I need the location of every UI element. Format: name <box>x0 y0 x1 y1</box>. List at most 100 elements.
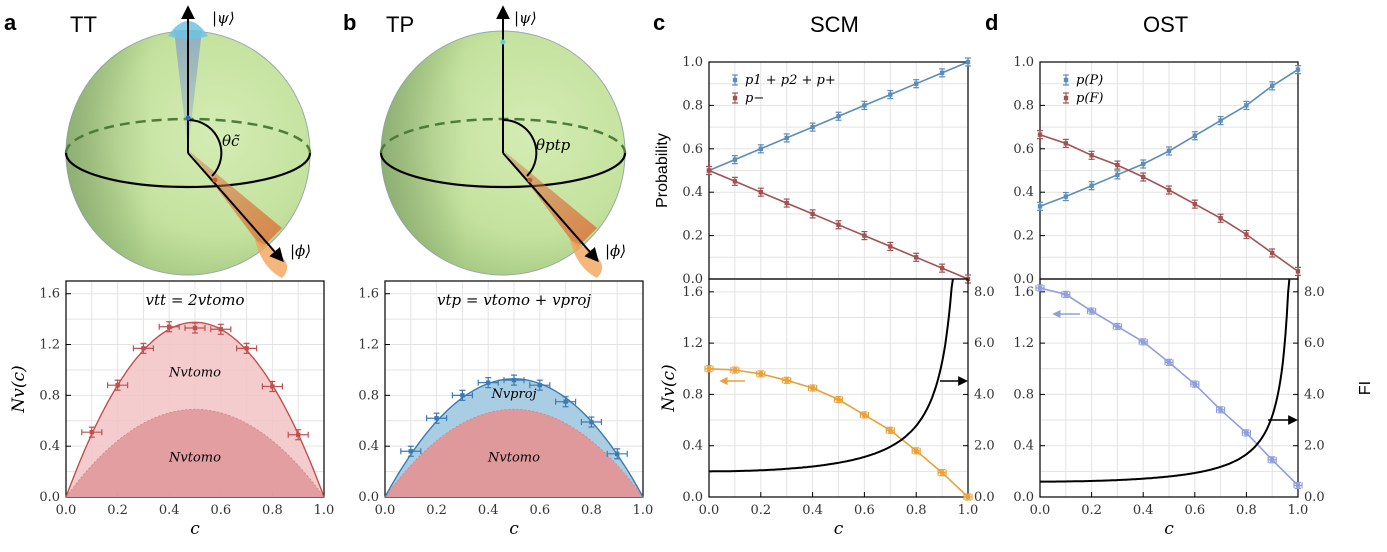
data-point <box>1192 381 1197 387</box>
data-point <box>1063 141 1068 146</box>
legend-label-a: p1 + p2 + p+ <box>745 73 836 88</box>
data-point <box>1166 148 1172 154</box>
y-tick-label: 0.0 <box>39 490 60 505</box>
data-point <box>836 114 841 119</box>
x-tick-label: 0.4 <box>1133 503 1154 518</box>
x-tick-label: 0.0 <box>1030 503 1051 518</box>
data-point <box>810 211 815 217</box>
y-tick-label: 0.0 <box>682 272 703 287</box>
data-point <box>1089 308 1094 314</box>
data-point <box>1218 407 1223 412</box>
data-point <box>434 416 439 421</box>
fisher-info-curve <box>1040 278 1291 483</box>
data-point <box>408 449 413 454</box>
ket-psi-label: |ψ⟩ <box>514 9 537 27</box>
x-tick-label: 0.0 <box>375 503 396 518</box>
y-tick-label: 1.6 <box>682 285 703 300</box>
y-tick-label: 0.8 <box>682 98 703 113</box>
panel-letter-a: a <box>4 10 17 35</box>
data-point <box>758 146 763 151</box>
data-point <box>115 382 120 388</box>
data-point <box>939 265 945 271</box>
fisher-info-curve <box>709 278 954 473</box>
y-tick-label: 1.2 <box>39 338 60 353</box>
data-point <box>914 81 919 86</box>
y-tick-label: 1.2 <box>682 336 703 351</box>
x-tick-label: 0.4 <box>802 503 823 518</box>
data-point <box>1192 201 1197 207</box>
x-tick-label: 1.0 <box>314 503 335 518</box>
phi-vector <box>502 152 599 263</box>
data-point <box>758 190 763 195</box>
y2-axis-label: FI <box>1357 381 1374 395</box>
panel-title-d: OST <box>1143 12 1188 37</box>
data-point <box>1037 132 1043 137</box>
panel-letter-d: d <box>985 10 998 35</box>
x-axis-label: c <box>834 519 844 539</box>
bloch-sphere-b: |ψ⟩ |ϕ⟩ θptp <box>379 5 627 278</box>
angle-arc <box>187 118 223 177</box>
data-point <box>1244 103 1249 108</box>
total-curve <box>65 321 325 498</box>
x-tick-label: 0.6 <box>210 503 231 518</box>
x-tick-label: 0.6 <box>529 503 550 518</box>
data-point <box>939 470 945 475</box>
data-point <box>810 124 815 130</box>
data-point <box>1063 292 1068 297</box>
data-point <box>589 419 594 425</box>
data-point <box>862 103 867 108</box>
data-point <box>1037 285 1043 291</box>
data-point <box>706 366 712 371</box>
data-point <box>511 377 517 383</box>
x-tick-label: 0.8 <box>262 503 283 518</box>
panel-letter-b: b <box>343 10 356 35</box>
data-point <box>732 179 738 184</box>
data-point <box>1141 174 1146 180</box>
data-point <box>888 244 893 249</box>
legend-marker-a <box>732 77 738 83</box>
chart-title: vtp = vtomo + vproj <box>437 291 591 309</box>
chart-c-top: 0.0 0.2 0.4 0.6 0.8 1.0 p1 + p2 + p+ p− Probabil… <box>654 55 971 287</box>
area-label-upper: Nvtomo <box>168 365 221 380</box>
y-tick-label: 1.6 <box>39 287 60 302</box>
data-point <box>888 428 893 433</box>
y-tick-label: 0.8 <box>39 388 60 403</box>
x-tick-label: 1.0 <box>633 503 654 518</box>
data-point <box>758 371 763 377</box>
data-point <box>1141 161 1146 167</box>
data-point <box>615 451 620 456</box>
plot-frame <box>1039 278 1299 498</box>
angle-label: θc̃ <box>222 132 240 150</box>
y-tick-label: 0.2 <box>1013 229 1034 244</box>
y2-tick-label: 2.0 <box>974 439 995 454</box>
y-tick-label: 0.0 <box>358 490 379 505</box>
x-tick-label: 0.2 <box>107 503 128 518</box>
data-point <box>914 255 919 260</box>
y2-tick-label: 0.0 <box>1304 490 1325 505</box>
data-point <box>1244 232 1249 237</box>
y-tick-label: 0.4 <box>39 439 60 454</box>
y-tick-label: 1.6 <box>358 287 379 302</box>
y-tick-label: 0.4 <box>1013 439 1034 454</box>
y2-tick-label: 4.0 <box>1304 387 1325 402</box>
data-point <box>1166 187 1172 193</box>
data-point <box>1089 153 1094 158</box>
y-axis-label: Probability <box>654 133 671 208</box>
x-tick-label: 0.2 <box>426 503 447 518</box>
x-tick-label: 0.4 <box>478 503 499 518</box>
data-point <box>1192 133 1197 138</box>
ket-phi-label: |ϕ⟩ <box>605 242 626 260</box>
x-tick-label: 0.4 <box>159 503 180 518</box>
legend-label-b: p− <box>745 91 764 106</box>
y-tick-label: 0.8 <box>682 387 703 402</box>
x-axis-label: c <box>509 519 519 539</box>
chart-a-bottom: 0.0 0.4 0.8 1.2 1.6 0.0 0.2 0.4 0.6 0.8 1.0 c vtt = … <box>9 280 335 539</box>
y-tick-label: 1.6 <box>1013 285 1034 300</box>
data-point <box>1270 250 1275 256</box>
y-tick-label: 0.4 <box>1013 185 1034 200</box>
y2-tick-label: 8.0 <box>974 285 995 300</box>
data-point <box>732 367 738 373</box>
data-point <box>965 494 971 500</box>
y2-tick-label: 8.0 <box>1304 285 1325 300</box>
